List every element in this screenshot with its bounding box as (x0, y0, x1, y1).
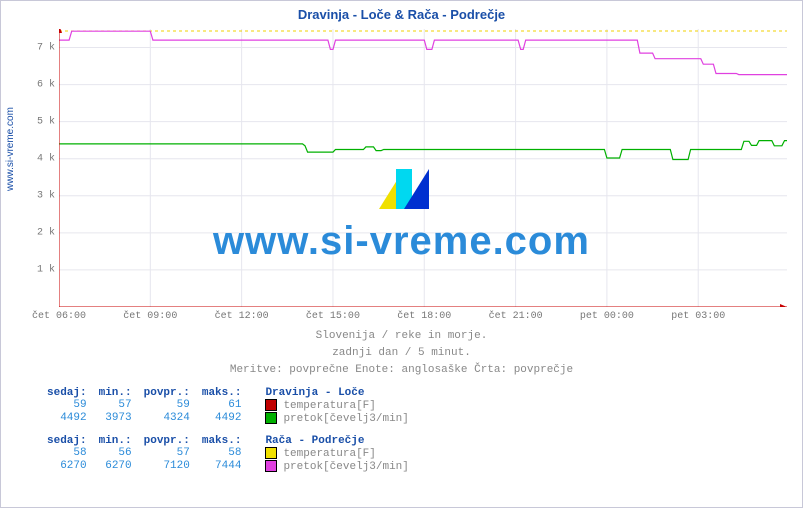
chart-frame: Dravinja - Loče & Rača - Podrečje www.si… (0, 0, 803, 508)
legend-swatch (265, 460, 277, 472)
stat-value: 59 (138, 399, 196, 412)
stat-header: min.: (93, 435, 138, 447)
stat-value: 4324 (138, 412, 196, 425)
station-name: Rača - Podrečje (247, 435, 414, 447)
y-tick-label: 5 k (27, 116, 55, 127)
x-tick-label: pet 03:00 (671, 311, 725, 322)
stat-value: 58 (196, 447, 248, 460)
y-tick-label: 6 k (27, 79, 55, 90)
stat-value: 56 (93, 447, 138, 460)
legend-swatch (265, 399, 277, 411)
y-tick-label: 7 k (27, 42, 55, 53)
y-tick-label: 1 k (27, 264, 55, 275)
x-tick-label: čet 06:00 (32, 311, 86, 322)
stat-value: 59 (41, 399, 93, 412)
y-tick-label: 2 k (27, 227, 55, 238)
legend-entry: pretok[čevelj3/min] (247, 460, 414, 473)
station-name: Dravinja - Loče (247, 387, 414, 399)
stat-value: 3973 (93, 412, 138, 425)
stat-header: min.: (93, 387, 138, 399)
stat-value: 4492 (196, 412, 248, 425)
stats-tables: sedaj:min.:povpr.:maks.:Dravinja - Loče5… (1, 379, 415, 473)
stat-value: 57 (93, 399, 138, 412)
stat-value: 4492 (41, 412, 93, 425)
stat-header: maks.: (196, 387, 248, 399)
stat-value: 57 (138, 447, 196, 460)
stat-value: 61 (196, 399, 248, 412)
x-tick-label: čet 21:00 (489, 311, 543, 322)
stat-value: 7444 (196, 460, 248, 473)
stat-header: povpr.: (138, 435, 196, 447)
plot-svg (59, 29, 787, 307)
chart-title: Dravinja - Loče & Rača - Podrečje (1, 1, 802, 22)
legend-entry: pretok[čevelj3/min] (247, 412, 414, 425)
y-tick-label: 4 k (27, 153, 55, 164)
legend-entry: temperatura[F] (247, 399, 414, 412)
stat-value: 6270 (41, 460, 93, 473)
stat-value: 7120 (138, 460, 196, 473)
plot-area: 1 k2 k3 k4 k5 k6 k7 k čet 06:00čet 09:00… (59, 29, 787, 307)
x-tick-label: pet 00:00 (580, 311, 634, 322)
x-tick-label: čet 12:00 (215, 311, 269, 322)
stat-value: 58 (41, 447, 93, 460)
x-tick-label: čet 18:00 (397, 311, 451, 322)
caption-line-1: Slovenija / reke in morje. (1, 329, 802, 344)
y-tick-label: 3 k (27, 190, 55, 201)
legend-swatch (265, 447, 277, 459)
x-tick-label: čet 15:00 (306, 311, 360, 322)
legend-entry: temperatura[F] (247, 447, 414, 460)
stat-header: maks.: (196, 435, 248, 447)
x-tick-label: čet 09:00 (123, 311, 177, 322)
caption-line-3: Meritve: povprečne Enote: anglosaške Črt… (1, 363, 802, 378)
stat-header: sedaj: (41, 435, 93, 447)
legend-swatch (265, 412, 277, 424)
stat-value: 6270 (93, 460, 138, 473)
caption-line-2: zadnji dan / 5 minut. (1, 346, 802, 361)
stat-header: povpr.: (138, 387, 196, 399)
stat-header: sedaj: (41, 387, 93, 399)
y-axis-label: www.si-vreme.com (5, 107, 16, 191)
